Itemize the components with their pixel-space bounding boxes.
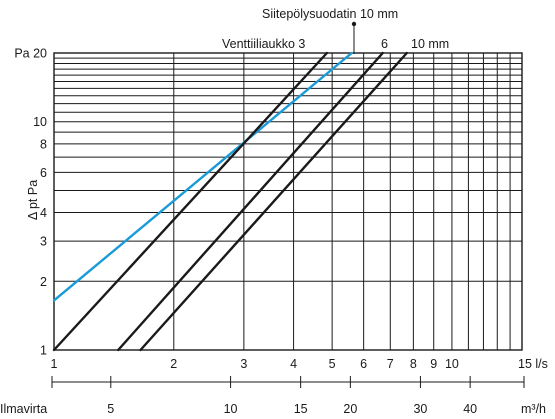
x-tick-label: 9 [430, 357, 437, 371]
x-tick-label: 6 [360, 357, 367, 371]
annotation-siitepolysuodatin: Siitepölysuodatin 10 mm [262, 7, 398, 21]
x-tick-label: 1 [51, 357, 58, 371]
series-line-3 [116, 51, 384, 352]
x-tick-label: 4 [290, 357, 297, 371]
x-tick-labels: 1 2 3 4 5 6 7 8 9 10 15 l/s [51, 357, 548, 371]
annotation-6: 6 [381, 37, 388, 51]
secondary-axis-unit: m³/h [521, 402, 546, 416]
x-tick-label: 5 [329, 357, 336, 371]
y-tick-label: 4 [40, 206, 47, 220]
y-tick-label: 2 [40, 275, 47, 289]
y-tick-label: 3 [40, 235, 47, 249]
secondary-axis-tick-label: 5 [107, 402, 114, 416]
secondary-axis-tick-label: 15 [294, 402, 308, 416]
series-line-2 [52, 51, 329, 352]
y-axis-label: Δ pt Pa [26, 180, 40, 220]
annotations: Siitepölysuodatin 10 mm Venttiiliaukko 3… [222, 7, 449, 54]
grid [53, 52, 523, 351]
x-tick-label: 15 l/s [518, 357, 548, 371]
secondary-axis-tick-label: 10 [224, 402, 238, 416]
y-tick-label: 10 [33, 115, 47, 129]
x-tick-label: 7 [387, 357, 394, 371]
plot-frame [53, 52, 523, 351]
secondary-axis-tick-label: 40 [463, 402, 477, 416]
secondary-axis-tick-label: 30 [413, 402, 427, 416]
x-tick-label: 10 [445, 357, 459, 371]
series-line-4 [139, 51, 408, 352]
series-lines [52, 51, 408, 352]
annotation-leader-dot [351, 21, 357, 27]
y-tick-label: 8 [40, 137, 47, 151]
secondary-axis: 5 10 15 20 30 40 Ilmavirta m³/h [0, 376, 546, 416]
x-tick-label: 8 [410, 357, 417, 371]
secondary-axis-ticks: 5 10 15 20 30 40 [51, 376, 525, 416]
y-tick-labels: 1 2 3 4 6 8 10 Pa 20 [14, 47, 47, 358]
series-line-1 [52, 51, 353, 302]
secondary-axis-name: Ilmavirta [0, 402, 47, 416]
y-tick-label: Pa 20 [14, 47, 47, 61]
secondary-axis-tick-label: 20 [343, 402, 357, 416]
x-tick-label: 3 [240, 357, 247, 371]
y-tick-label: 6 [40, 166, 47, 180]
y-tick-label: 1 [40, 344, 47, 358]
annotation-10mm: 10 mm [411, 37, 449, 51]
x-tick-label: 2 [170, 357, 177, 371]
annotation-venttiiliaukko: Venttiiliaukko 3 [222, 37, 305, 51]
